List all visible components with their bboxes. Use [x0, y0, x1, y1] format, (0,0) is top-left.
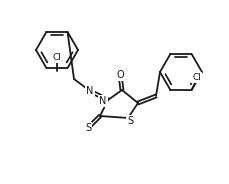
- Text: Cl: Cl: [52, 54, 61, 63]
- Text: S: S: [85, 123, 91, 133]
- Text: S: S: [126, 116, 133, 126]
- Text: Cl: Cl: [191, 73, 200, 82]
- Text: N: N: [86, 86, 93, 96]
- Text: O: O: [116, 70, 123, 80]
- Text: N: N: [99, 96, 106, 106]
